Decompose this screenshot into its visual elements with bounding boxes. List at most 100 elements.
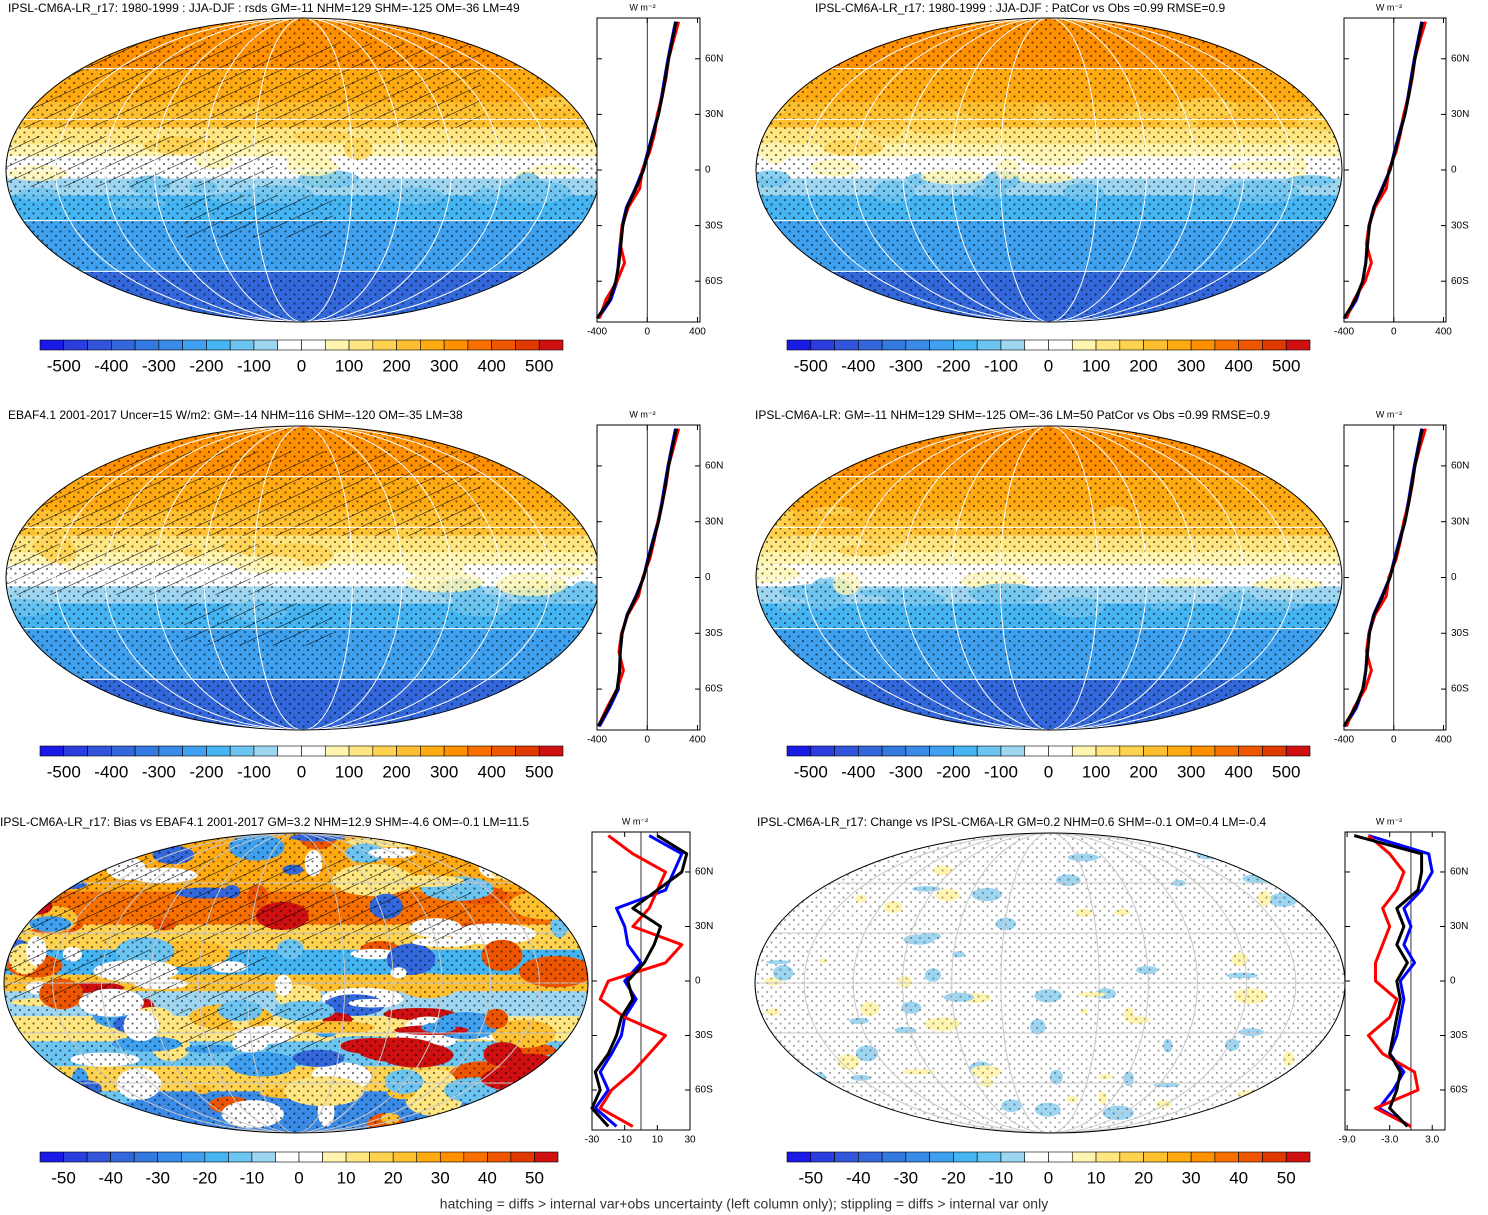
x-tick-label: 0: [1391, 327, 1397, 338]
profile-line: [595, 21, 678, 320]
colorbar-box: [348, 745, 374, 757]
colorbar-label: -400: [841, 762, 875, 781]
colorbar-box: [182, 339, 207, 351]
map-blob: [4, 1046, 27, 1059]
map: [756, 426, 1342, 730]
units-label: W m⁻²: [1376, 2, 1402, 12]
colorbar-box: [111, 745, 136, 757]
colorbar-box: [976, 339, 1002, 351]
colorbar-label: -200: [936, 356, 970, 375]
hatching: [6, 136, 274, 187]
x-tick-label: 3.0: [1425, 1135, 1439, 1146]
y-tick-label: 30N: [1451, 516, 1469, 527]
x-tick-label: 0: [1391, 735, 1397, 746]
colorbar-box: [881, 745, 907, 757]
profile-frame: [596, 424, 701, 731]
y-tick-label: 60N: [705, 461, 723, 472]
hatching: [4, 858, 472, 942]
colorbar-label: -50: [798, 1168, 823, 1187]
map-outline: [3, 832, 589, 1134]
map-blob: [108, 833, 136, 853]
colorbar-box: [834, 1151, 859, 1163]
panel-title: IPSL-CM6A-LR_r17: 1980-1999 : JJA-DJF : …: [8, 1, 520, 15]
profile-frame: [596, 17, 701, 323]
y-tick-label: 0: [705, 165, 711, 176]
colorbar-box: [467, 339, 492, 351]
colorbar-label: 0: [1044, 1168, 1053, 1187]
y-tick-label: 0: [1451, 165, 1457, 176]
colorbar-label: -200: [936, 762, 970, 781]
colorbar-box: [1095, 1151, 1121, 1163]
map-blob: [755, 1116, 774, 1130]
colorbar-label: -400: [94, 356, 128, 375]
x-tick-label: 400: [689, 735, 706, 746]
colorbar-label: 40: [478, 1168, 497, 1187]
map-blob: [69, 840, 120, 858]
colorbar-label: 50: [525, 1168, 544, 1187]
colorbar-box: [929, 339, 954, 351]
hatching: [6, 43, 482, 128]
colorbar-label: -20: [941, 1168, 966, 1187]
colorbar-box: [298, 1151, 323, 1163]
colorbar-label: 100: [335, 356, 363, 375]
colorbar-label: -500: [794, 356, 828, 375]
colorbar-box: [1119, 1151, 1144, 1163]
colorbar-label: -100: [984, 356, 1018, 375]
colorbar-label: -200: [189, 356, 223, 375]
colorbar-label: -30: [894, 1168, 919, 1187]
y-tick-label: 30S: [705, 220, 723, 231]
y-tick-label: 60S: [1451, 684, 1469, 695]
colorbar-box: [491, 339, 516, 351]
map-blob: [73, 1112, 152, 1133]
colorbar-box: [87, 745, 112, 757]
y-tick-label: 0: [1450, 976, 1456, 987]
colorbar-box: [881, 339, 907, 351]
colorbar-box: [534, 1151, 559, 1163]
colorbar-box: [786, 339, 812, 351]
x-tick-label: -400: [1334, 735, 1354, 746]
colorbar-box: [277, 339, 302, 351]
map-blob: [1203, 839, 1215, 847]
colorbar-box: [63, 745, 88, 757]
x-tick-label: 400: [1435, 735, 1452, 746]
colorbar-label: -100: [237, 356, 271, 375]
y-tick-label: 60S: [705, 276, 723, 287]
colorbar-label: -300: [142, 356, 176, 375]
y-tick-label: 0: [1451, 572, 1457, 583]
colorbar-box: [463, 1151, 488, 1163]
y-tick-label: 30S: [1451, 628, 1469, 639]
x-tick-label: -400: [587, 327, 607, 338]
y-tick-label: 60N: [1451, 461, 1469, 472]
colorbar-label: -100: [237, 762, 271, 781]
colorbar-label: -100: [984, 762, 1018, 781]
units-label: W m⁻²: [1376, 816, 1402, 826]
map: [6, 18, 600, 322]
colorbar-label: 10: [1087, 1168, 1106, 1187]
colorbar-box: [1119, 339, 1144, 351]
map-outline: [755, 17, 1343, 323]
colorbar-label: -20: [193, 1168, 218, 1187]
map-blob: [1284, 871, 1302, 876]
colorbar-box: [929, 1151, 954, 1163]
colorbar-box: [63, 339, 88, 351]
colorbar-label: 50: [1277, 1168, 1296, 1187]
colorbar-box: [810, 1151, 835, 1163]
colorbar-box: [1167, 1151, 1192, 1163]
y-tick-label: 30N: [695, 921, 713, 932]
colorbar-label: 20: [384, 1168, 403, 1187]
profile-line: [1342, 428, 1424, 728]
colorbar-box: [1048, 745, 1073, 757]
colorbar-box: [953, 1151, 978, 1163]
colorbar-box: [1143, 1151, 1168, 1163]
colorbar-box: [206, 745, 231, 757]
colorbar-box: [416, 1151, 441, 1163]
colorbar-label: 0: [297, 762, 306, 781]
colorbar-box: [1190, 745, 1216, 757]
colorbar-box: [206, 339, 231, 351]
colorbar-box: [1285, 1151, 1311, 1163]
colorbar-box: [39, 1151, 64, 1163]
colorbar-box: [1262, 1151, 1287, 1163]
colorbar-box: [443, 339, 469, 351]
map-blob: [832, 1098, 864, 1107]
colorbar-label: 300: [430, 356, 458, 375]
